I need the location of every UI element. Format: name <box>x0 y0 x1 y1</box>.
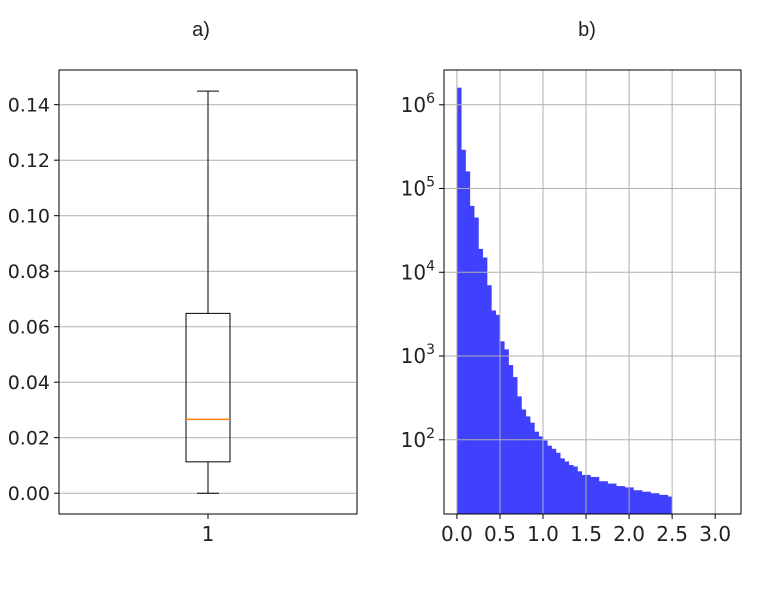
histogram-bar <box>478 248 484 514</box>
y-tick-label: 0.06 <box>8 317 50 339</box>
histogram-bar <box>461 149 466 514</box>
histogram-bar <box>504 349 509 514</box>
x-tick-label: 1 <box>202 522 215 546</box>
histogram-bar <box>525 416 531 514</box>
histogram-bar <box>586 474 591 514</box>
histogram-bar <box>534 431 539 514</box>
histogram-bar <box>650 493 656 514</box>
histogram-bar <box>629 487 634 514</box>
histogram-bar <box>577 471 583 514</box>
histogram-bar <box>456 87 462 514</box>
histogram-bar <box>663 494 669 514</box>
histogram-bar <box>551 448 557 514</box>
histogram-bar <box>543 440 548 514</box>
y-tick-label: 104 <box>401 258 435 284</box>
panel-b-grid <box>444 70 741 514</box>
y-tick-label: 102 <box>401 426 435 452</box>
histogram-bar <box>633 490 638 514</box>
histogram-bar <box>637 490 643 514</box>
histogram-bar <box>495 314 501 514</box>
histogram-bar <box>598 481 604 514</box>
histogram-bar <box>659 494 664 514</box>
histogram-bar <box>560 458 565 514</box>
histogram-bar <box>499 341 505 514</box>
panel-a-x-axis: 1 <box>202 514 215 546</box>
y-tick-label: 0.12 <box>8 150 50 172</box>
y-tick-label: 0.08 <box>8 261 50 283</box>
histogram-bar <box>620 486 626 514</box>
histogram-bar <box>512 377 518 514</box>
histogram-bar <box>474 217 479 514</box>
histogram-bar <box>616 486 621 514</box>
histogram-bar <box>581 474 587 514</box>
histogram-bar <box>603 481 608 514</box>
histogram-bar <box>568 464 574 514</box>
histogram-bar <box>564 461 570 514</box>
histogram-panel: b) 102 103 104 105 106 0.0 0.5 1.0 1.5 2.0 2.5 3.0 <box>401 19 742 546</box>
histogram-bar <box>487 285 492 514</box>
panel-a-title: a) <box>192 19 210 41</box>
histogram-bar <box>517 396 522 514</box>
panel-b-y-axis: 102 103 104 105 106 <box>401 91 444 452</box>
x-tick-label: 2.5 <box>656 522 688 546</box>
histogram-bar <box>555 452 561 514</box>
y-tick-label: 0.00 <box>8 483 50 505</box>
histogram-bar <box>642 491 647 514</box>
box-plot-panel: a) 0.00 0.02 0.04 0.06 0.08 0.10 0.12 0.14 1 <box>8 19 358 546</box>
histogram-bar <box>573 466 578 514</box>
x-tick-label: 1.5 <box>570 522 602 546</box>
histogram-bar <box>667 496 673 514</box>
panel-b-bars <box>456 87 673 514</box>
x-tick-label: 3.0 <box>699 522 731 546</box>
histogram-bar <box>590 476 595 514</box>
histogram-bar <box>624 487 630 514</box>
y-tick-label: 0.14 <box>8 95 50 117</box>
histogram-bar <box>654 493 660 514</box>
histogram-bar <box>594 476 600 514</box>
y-tick-label: 0.10 <box>8 206 50 228</box>
panel-b-title: b) <box>578 19 596 41</box>
y-tick-label: 105 <box>401 175 435 201</box>
histogram-bar <box>611 483 617 514</box>
y-tick-label: 0.02 <box>8 428 50 450</box>
x-tick-label: 2.0 <box>613 522 645 546</box>
histogram-bar <box>530 422 535 514</box>
iqr-box <box>185 312 231 463</box>
y-tick-label: 0.04 <box>8 372 50 394</box>
histogram-bar <box>538 436 544 514</box>
x-tick-label: 0.0 <box>441 522 473 546</box>
histogram-bar <box>482 257 488 514</box>
x-tick-label: 0.5 <box>484 522 516 546</box>
histogram-bar <box>465 171 471 514</box>
histogram-bar <box>521 409 527 514</box>
y-tick-label: 103 <box>401 342 435 368</box>
y-tick-label: 106 <box>401 91 435 117</box>
x-tick-label: 1.0 <box>527 522 559 546</box>
histogram-bar <box>547 445 552 514</box>
histogram-bar <box>491 310 496 514</box>
histogram-bar <box>646 491 651 514</box>
histogram-bar <box>607 483 613 514</box>
panel-a-y-axis: 0.00 0.02 0.04 0.06 0.08 0.10 0.12 0.14 <box>8 95 59 505</box>
panel-a-marks <box>185 90 231 494</box>
panel-b-x-axis: 0.0 0.5 1.0 1.5 2.0 2.5 3.0 <box>441 514 731 546</box>
histogram-bar <box>469 205 475 514</box>
panel-b-frame <box>443 69 742 515</box>
